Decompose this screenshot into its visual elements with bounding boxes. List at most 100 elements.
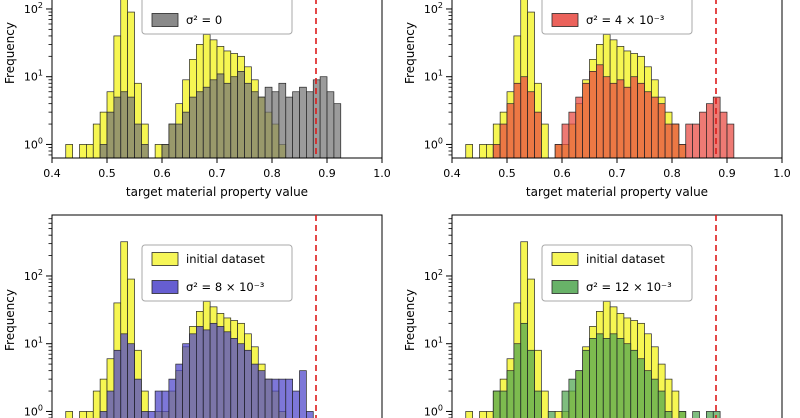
x-tick-label: 0.7 bbox=[608, 167, 626, 180]
y-axis-label: Frequency bbox=[3, 22, 17, 84]
panel-crop-bottom-left: 1001011020.40.50.60.70.80.91.0Frequencyt… bbox=[0, 209, 400, 418]
panel-sigma-8e-3: 1001011020.40.50.60.70.80.91.0Frequencyt… bbox=[0, 209, 400, 418]
panel-sigma-4e-3: 100 101 102 0.4 0.5 0.6 0.7 0.8 0.9 1.0 Frequency t… bbox=[400, 0, 800, 209]
histogram-bar bbox=[651, 96, 659, 159]
legend-noisy-dataset-label: σ² = 4 × 10⁻³ bbox=[586, 13, 665, 27]
y-axis-ticks: 100 101 102 bbox=[24, 1, 52, 152]
histogram-bar bbox=[141, 411, 149, 418]
noisy-dataset-bars bbox=[99, 322, 314, 418]
x-tick-label: 0.9 bbox=[318, 167, 336, 180]
histogram-bar bbox=[513, 82, 522, 159]
histogram-panel-sigma-8e-3: 1001011020.40.50.60.70.80.91.0Frequencyt… bbox=[3, 214, 383, 418]
histogram-bar bbox=[86, 411, 94, 418]
x-tick-label: 0.7 bbox=[208, 167, 226, 180]
histogram-bar bbox=[278, 378, 287, 418]
histogram-bar bbox=[264, 86, 273, 159]
histogram-bar bbox=[651, 378, 659, 418]
legend-box bbox=[541, 244, 693, 302]
legend-noisy-dataset-swatch bbox=[151, 280, 179, 294]
histogram-bar bbox=[602, 76, 611, 159]
legend-initial-dataset-swatch bbox=[551, 252, 579, 266]
histogram-bar bbox=[209, 79, 218, 159]
legend-noisy-dataset-swatch bbox=[551, 13, 579, 27]
x-tick-label: 0.4 bbox=[443, 167, 461, 180]
histogram-bar bbox=[251, 363, 259, 418]
y-tick-label: 100 bbox=[424, 137, 443, 152]
histogram-bar bbox=[65, 411, 73, 418]
y-axis-ticks: 100 101 102 bbox=[424, 1, 452, 152]
histogram-bar bbox=[120, 333, 128, 418]
histogram-bar bbox=[678, 144, 687, 159]
histogram-bar bbox=[506, 370, 515, 418]
histogram-bar bbox=[589, 338, 597, 418]
histogram-bar bbox=[479, 144, 487, 159]
histogram-bar bbox=[499, 123, 508, 159]
x-axis-label: target material property value bbox=[526, 185, 708, 199]
histogram-bar bbox=[189, 333, 197, 418]
histogram-bar bbox=[244, 349, 252, 418]
histogram-bar bbox=[706, 103, 714, 159]
histogram-panel-sigma-4e-3: 100 101 102 0.4 0.5 0.6 0.7 0.8 0.9 1.0 Frequency t… bbox=[403, 0, 791, 199]
legend-box bbox=[541, 0, 693, 35]
histogram-bar bbox=[644, 370, 652, 418]
histogram-bar bbox=[657, 390, 666, 418]
histogram-bar bbox=[492, 144, 501, 159]
legend-noisy-dataset-swatch bbox=[151, 13, 179, 27]
histogram-bar bbox=[278, 82, 287, 159]
histogram-bar bbox=[692, 123, 700, 159]
x-tick-label: 0.8 bbox=[663, 167, 681, 180]
y-tick-label: 100 bbox=[24, 137, 43, 152]
histogram-bar bbox=[671, 390, 680, 418]
histogram-bar bbox=[99, 411, 108, 418]
histogram-bar bbox=[616, 79, 625, 159]
axes-frame bbox=[51, 214, 383, 418]
histogram-bar bbox=[506, 103, 515, 159]
y-tick-label: 100 bbox=[424, 404, 443, 418]
histogram-bar bbox=[299, 86, 307, 159]
histogram-bar bbox=[712, 411, 721, 418]
x-tick-label: 0.6 bbox=[153, 167, 171, 180]
histogram-bar bbox=[292, 91, 300, 159]
histogram-bar bbox=[630, 76, 638, 159]
histogram-bar bbox=[189, 96, 197, 159]
histogram-bar bbox=[237, 71, 245, 159]
histogram-bar bbox=[168, 123, 177, 159]
x-tick-label: 1.0 bbox=[373, 167, 391, 180]
legend-box bbox=[141, 244, 293, 302]
histogram-bar bbox=[99, 144, 108, 159]
y-minor-ticks bbox=[48, 11, 52, 156]
y-axis-label: Frequency bbox=[403, 289, 417, 351]
histogram-bar bbox=[520, 76, 528, 159]
histogram-bar bbox=[582, 82, 590, 159]
legend-noisy-dataset-label: σ² = 8 × 10⁻³ bbox=[186, 280, 265, 294]
histogram-bar bbox=[719, 111, 728, 159]
legend: initial dataset σ² = 8 × 10⁻³ bbox=[141, 244, 293, 302]
histogram-bar bbox=[113, 96, 122, 159]
x-tick-label: 0.5 bbox=[98, 167, 116, 180]
histogram-bar bbox=[644, 91, 652, 159]
histogram-bar bbox=[520, 322, 528, 418]
histogram-bar bbox=[685, 123, 693, 159]
histogram-bar bbox=[596, 64, 604, 159]
histogram-bar bbox=[575, 96, 583, 159]
x-tick-label: 0.8 bbox=[263, 167, 281, 180]
histogram-bar bbox=[79, 411, 87, 418]
x-tick-label: 1.0 bbox=[773, 167, 791, 180]
histogram-bar bbox=[244, 82, 252, 159]
histogram-bar bbox=[527, 91, 535, 159]
histogram-bar bbox=[86, 144, 94, 159]
x-tick-label: 0.9 bbox=[718, 167, 736, 180]
histogram-bar bbox=[79, 144, 87, 159]
histogram-bar bbox=[306, 411, 314, 418]
y-tick-label: 102 bbox=[24, 1, 43, 16]
y-minor-ticks bbox=[448, 218, 452, 418]
axes-frame bbox=[51, 0, 383, 159]
histogram-bar bbox=[161, 144, 170, 159]
histogram-bar bbox=[465, 411, 473, 418]
x-axis-ticks: 0.4 0.5 0.6 0.7 0.8 0.9 1.0 bbox=[443, 158, 791, 180]
histogram-bar bbox=[175, 363, 183, 418]
histogram-bar bbox=[223, 331, 232, 418]
histogram-bar bbox=[113, 349, 122, 418]
